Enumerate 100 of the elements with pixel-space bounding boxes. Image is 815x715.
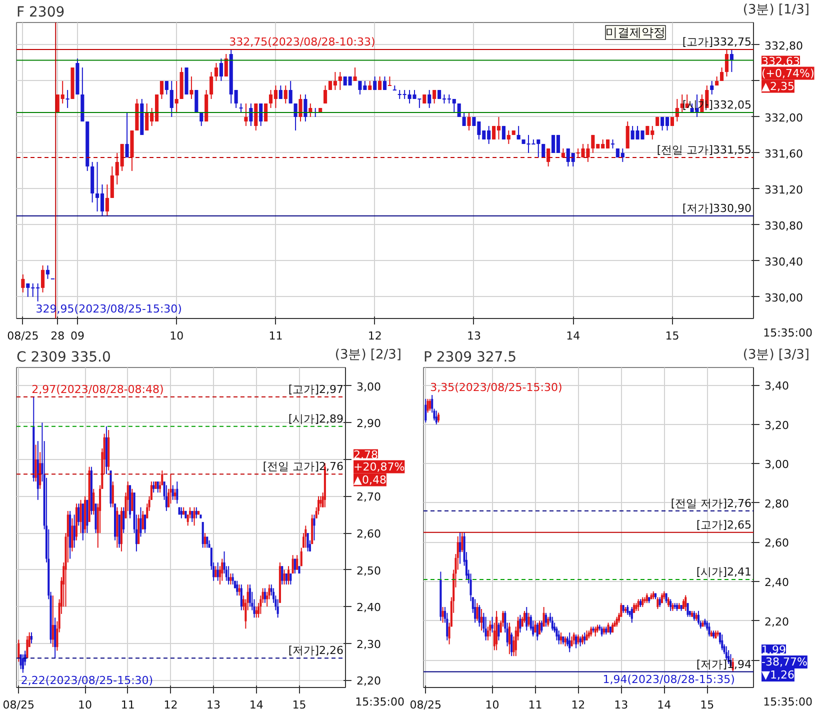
candlestick xyxy=(22,654,24,674)
candlestick xyxy=(536,622,538,641)
candlestick xyxy=(174,80,178,113)
ref-line-label: [시가]2,89 xyxy=(288,412,344,426)
ref-line-label: [고가]2,65 xyxy=(696,518,752,532)
candlestick xyxy=(39,452,42,490)
y-tick-label: 2,80 xyxy=(764,497,789,510)
ref-line-label: [전일 저가]2,76 xyxy=(670,496,752,510)
candlestick xyxy=(20,654,22,670)
candlestick xyxy=(323,84,328,104)
x-tick-label: 13 xyxy=(614,698,628,712)
candlestick xyxy=(46,264,50,280)
candlestick xyxy=(284,84,288,104)
candlestick xyxy=(190,76,194,100)
candlestick xyxy=(176,481,178,504)
y-tick-label: 331,20 xyxy=(764,183,803,196)
candlestick xyxy=(244,102,248,126)
x-tick-label: 15 xyxy=(292,698,306,712)
candlestick xyxy=(519,614,522,634)
text: +20,87% xyxy=(354,460,405,474)
candlestick xyxy=(642,596,644,608)
annotation: 2,97(2023/08/28-08:48) xyxy=(32,382,164,396)
candlestick xyxy=(428,398,431,412)
candlestick xyxy=(288,80,292,104)
candlestick xyxy=(600,626,603,637)
annotation: 미결제약정 xyxy=(606,26,666,40)
candlestick xyxy=(568,632,571,653)
candlestick xyxy=(54,617,56,659)
candlestick xyxy=(693,610,696,622)
candlestick xyxy=(142,510,144,530)
candlestick xyxy=(721,634,724,651)
x-tick-label: 10 xyxy=(170,330,184,342)
candlestick xyxy=(110,166,114,198)
y-tick-label: 331,60 xyxy=(764,147,803,160)
y-tick-label: 2,20 xyxy=(356,674,381,688)
candlestick xyxy=(276,598,279,618)
x-tick-label: 10 xyxy=(485,698,500,712)
candlestick xyxy=(26,636,28,659)
text: (3분) [3/3] xyxy=(742,348,810,362)
y-tick-label: 2,20 xyxy=(764,615,789,628)
candlestick xyxy=(428,89,432,108)
candlestick xyxy=(424,398,427,423)
candlestick xyxy=(586,630,588,641)
candlestick xyxy=(200,112,204,126)
candlestick xyxy=(164,80,168,95)
x-tick-label: 14 xyxy=(566,330,580,342)
candlestick xyxy=(542,606,545,628)
x-tick-label: 15 xyxy=(665,330,680,342)
candlestick xyxy=(528,612,530,628)
text: 332,63 xyxy=(762,54,800,68)
candlestick xyxy=(373,76,377,90)
candlestick xyxy=(300,547,302,567)
candlestick xyxy=(426,398,429,414)
candlestick xyxy=(122,506,125,534)
y-tick-label: 3,00 xyxy=(356,380,381,394)
candlestick xyxy=(556,626,558,641)
y-tick-label: 2,60 xyxy=(764,536,789,550)
candlestick xyxy=(71,518,74,552)
candlestick xyxy=(170,474,172,504)
candlestick xyxy=(40,264,45,293)
annotation: 1,94(2023/08/28-15:35) xyxy=(602,672,735,686)
candlestick xyxy=(255,606,258,618)
candlestick xyxy=(637,598,640,612)
x-tick-label: 11 xyxy=(268,330,283,342)
candlestick xyxy=(296,554,298,570)
x-tick-label: 15 xyxy=(700,698,714,712)
candlestick xyxy=(73,514,76,548)
candlestick xyxy=(210,71,214,100)
candlestick xyxy=(432,89,436,104)
candlestick xyxy=(560,632,562,645)
y-tick-label: 330,00 xyxy=(764,291,803,304)
y-tick-label: 2,70 xyxy=(356,490,381,504)
candlestick xyxy=(304,525,307,548)
ref-line-label: [고가]332,75 xyxy=(682,35,752,48)
candlestick xyxy=(144,514,146,534)
candlestick xyxy=(708,622,710,637)
candlestick xyxy=(238,584,240,596)
candlestick xyxy=(281,566,284,586)
candlestick xyxy=(616,616,618,628)
candlestick xyxy=(306,532,309,552)
candlestick xyxy=(730,48,734,72)
candlestick xyxy=(214,62,218,82)
candlestick xyxy=(34,444,37,482)
candlestick xyxy=(575,634,578,649)
candlestick xyxy=(313,514,316,541)
candlestick xyxy=(658,596,661,608)
y-tick-label: 2,40 xyxy=(356,601,381,614)
candlestick xyxy=(540,620,543,634)
candlestick xyxy=(489,620,492,637)
candlestick xyxy=(544,612,547,628)
text: 2,78 xyxy=(354,448,378,462)
ref-line-label: [고가]2,97 xyxy=(288,382,344,396)
candlestick xyxy=(667,596,670,608)
candlestick xyxy=(294,558,296,574)
candlestick xyxy=(682,598,684,610)
candlestick xyxy=(720,66,724,82)
ref-line-label: [저가]2,26 xyxy=(288,644,344,658)
x-axis-title: 15:35:00 xyxy=(763,326,813,340)
candlestick xyxy=(577,634,580,645)
text: ▲0,48 xyxy=(354,473,386,486)
